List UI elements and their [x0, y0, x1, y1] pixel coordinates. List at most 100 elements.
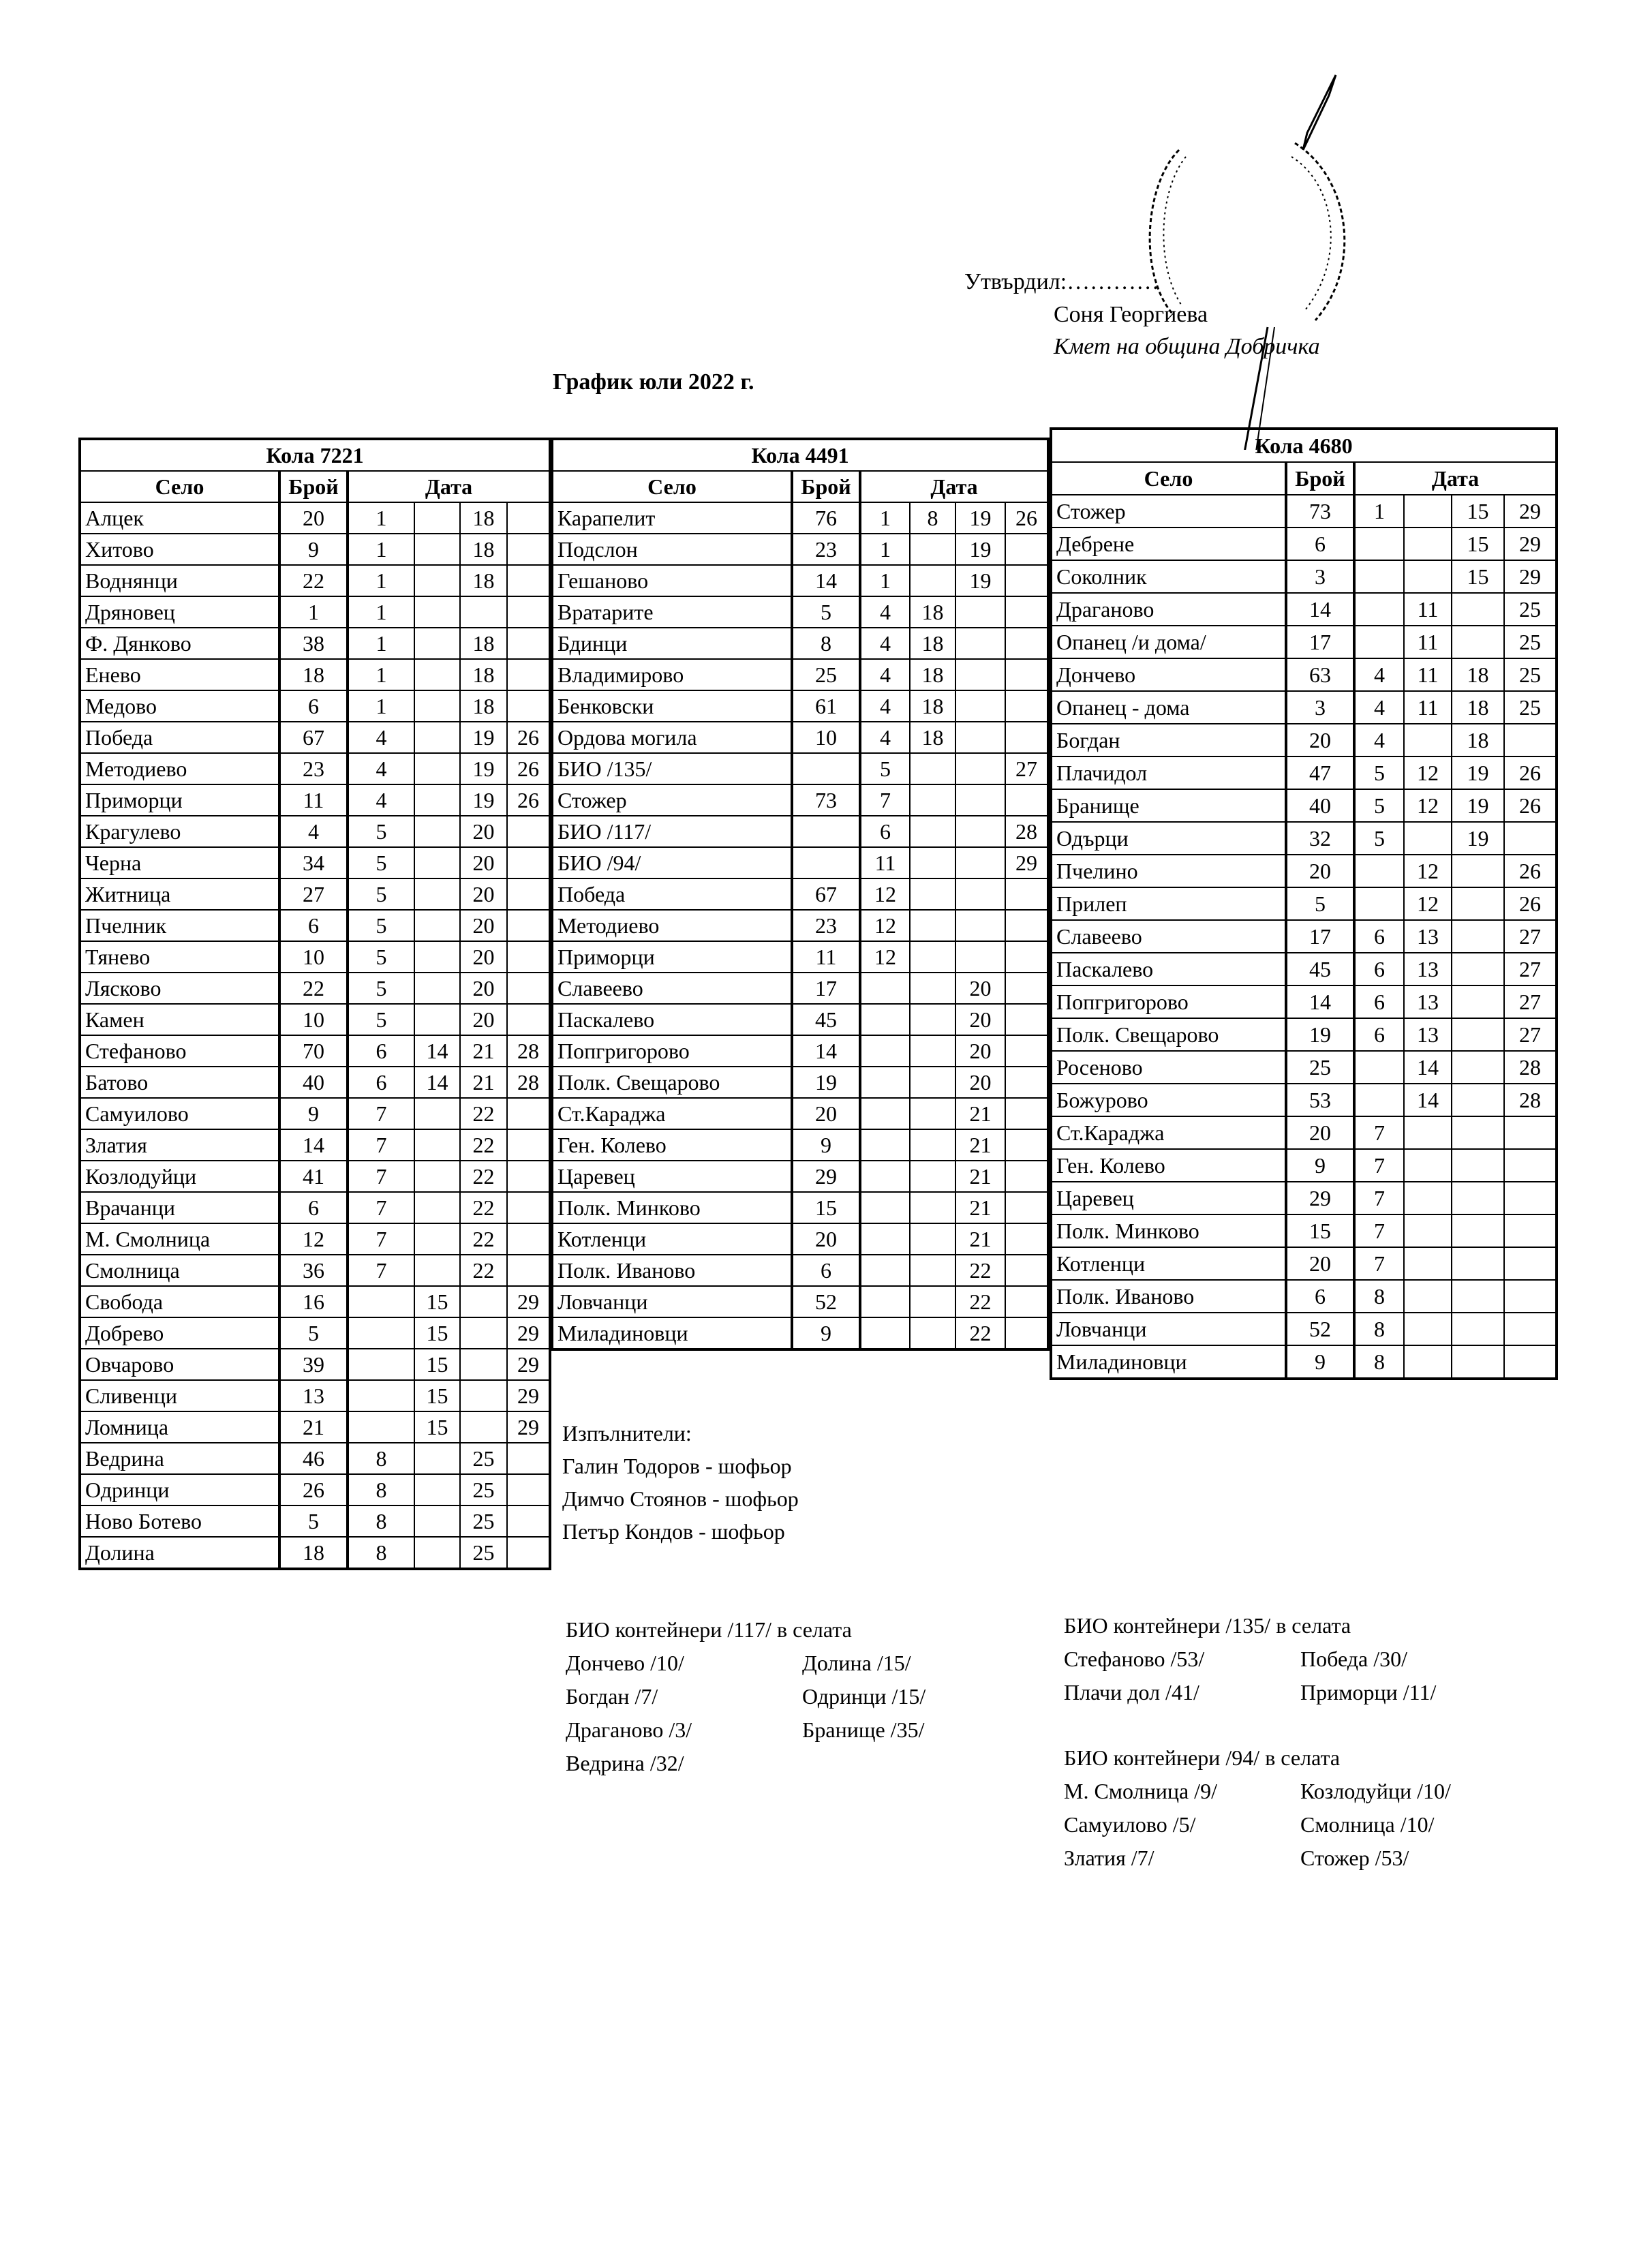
table-row: Ген. Колево 9 7	[1050, 1148, 1558, 1182]
table-row: Врачанци 6 7 22	[79, 1191, 551, 1224]
count-cell: 5	[278, 1505, 348, 1538]
count-cell: 16	[278, 1285, 348, 1318]
village-cell: Божурово	[1050, 1083, 1287, 1117]
date-cell	[1503, 1279, 1558, 1313]
count-cell: 38	[278, 627, 348, 660]
village-cell: Полк. Иваново	[551, 1254, 793, 1287]
village-cell: Миладиновци	[1050, 1345, 1287, 1379]
count-cell: 22	[278, 564, 348, 597]
table-title-row: Кола 7221	[78, 438, 551, 472]
schedule-table-vehicle-1: Кола 7221 Село Брой Дата Алцек 20 1 18 Хитово 9 1 1…	[78, 438, 552, 1570]
date-cell	[1451, 1279, 1505, 1313]
date-cell: 21	[955, 1129, 1006, 1161]
village-cell: Полк. Свещарово	[1050, 1018, 1287, 1052]
table-row: Полк. Свещарово 19 20	[551, 1066, 1050, 1099]
date-cell: 4	[859, 690, 911, 722]
date-cell	[1451, 1214, 1505, 1248]
date-cell	[1004, 533, 1050, 566]
date-cell: 12	[1403, 789, 1452, 823]
village-cell: Сливенци	[79, 1379, 280, 1412]
vehicle-title: Кола 7221	[78, 438, 551, 472]
date-cell	[1004, 658, 1050, 691]
date-cell	[955, 784, 1006, 816]
date-cell: 4	[346, 752, 415, 785]
count-cell: 40	[278, 1066, 348, 1099]
date-cell	[414, 1160, 461, 1193]
count-cell: 10	[278, 941, 348, 973]
date-cell: 29	[506, 1285, 551, 1318]
date-cell	[1403, 1279, 1452, 1313]
date-cell	[1004, 1254, 1050, 1287]
village-cell: Хитово	[79, 533, 280, 566]
executor-item: Петър Кондов - шофьор	[562, 1519, 785, 1544]
date-cell: 13	[1403, 1018, 1452, 1052]
column-header-date: Дата	[346, 470, 551, 503]
date-cell: 19	[1451, 789, 1505, 823]
village-cell: Смолница	[79, 1254, 280, 1287]
date-cell	[414, 1129, 461, 1161]
date-cell: 5	[346, 972, 415, 1005]
date-cell	[859, 1254, 911, 1287]
bio-village-item: Одринци /15/	[802, 1684, 926, 1709]
date-cell: 18	[459, 533, 508, 566]
date-cell	[859, 1223, 911, 1255]
count-cell: 15	[1285, 1214, 1355, 1248]
date-cell: 18	[909, 627, 956, 660]
date-cell: 7	[346, 1160, 415, 1193]
count-cell: 47	[1285, 756, 1355, 790]
count-cell: 22	[278, 972, 348, 1005]
date-cell: 7	[1353, 1116, 1405, 1150]
village-cell: Приморци	[79, 784, 280, 816]
date-cell	[506, 1160, 551, 1193]
table-row: Паскалево 45 20	[551, 1003, 1050, 1036]
table-row: Славеево 17 6 13 27	[1050, 919, 1558, 953]
date-cell	[909, 752, 956, 785]
date-cell	[1503, 1214, 1558, 1248]
date-cell: 11	[1403, 658, 1452, 692]
bio-village-item: Плачи дол /41/	[1064, 1680, 1199, 1705]
village-cell: Одринци	[79, 1473, 280, 1506]
date-cell	[1004, 690, 1050, 722]
count-cell: 34	[278, 846, 348, 879]
count-cell: 3	[1285, 690, 1355, 724]
date-cell: 26	[1503, 887, 1558, 921]
date-cell: 18	[1451, 690, 1505, 724]
date-cell	[1503, 1148, 1558, 1182]
village-cell: Бранище	[1050, 789, 1287, 823]
date-cell	[909, 1223, 956, 1255]
mayor-name: Соня Георгиева	[1054, 302, 1208, 327]
bio-village-item: Ведрина /32/	[566, 1751, 684, 1775]
date-cell: 18	[909, 658, 956, 691]
date-cell: 5	[1353, 821, 1405, 855]
count-cell: 6	[1285, 527, 1355, 561]
date-cell	[506, 1223, 551, 1255]
date-cell	[414, 815, 461, 848]
date-cell: 14	[414, 1035, 461, 1067]
date-cell	[1403, 560, 1452, 594]
date-cell: 18	[459, 502, 508, 534]
date-cell	[1503, 1181, 1558, 1215]
date-cell: 19	[459, 752, 508, 785]
date-cell: 13	[1403, 952, 1452, 986]
count-cell: 6	[278, 690, 348, 722]
bio-village-item: Златия /7/	[1064, 1846, 1154, 1870]
table-title-row: Кола 4491	[551, 438, 1050, 472]
count-cell: 9	[278, 533, 348, 566]
village-cell: Гешаново	[551, 564, 793, 597]
count-cell: 46	[278, 1442, 348, 1475]
table-row: Полк. Минково 15 7	[1050, 1214, 1558, 1248]
date-cell	[346, 1411, 415, 1443]
column-header-row: Село Брой Дата	[551, 470, 1050, 503]
village-cell: Овчарово	[79, 1348, 280, 1381]
date-cell	[909, 846, 956, 879]
date-cell: 25	[1503, 658, 1558, 692]
count-cell: 9	[278, 1097, 348, 1130]
date-cell	[1004, 1035, 1050, 1067]
date-cell: 29	[1503, 560, 1558, 594]
date-cell	[1503, 1312, 1558, 1346]
date-cell	[1403, 1247, 1452, 1281]
date-cell: 22	[459, 1254, 508, 1287]
count-cell: 11	[278, 784, 348, 816]
count-cell: 1	[278, 596, 348, 628]
date-cell: 14	[414, 1066, 461, 1099]
